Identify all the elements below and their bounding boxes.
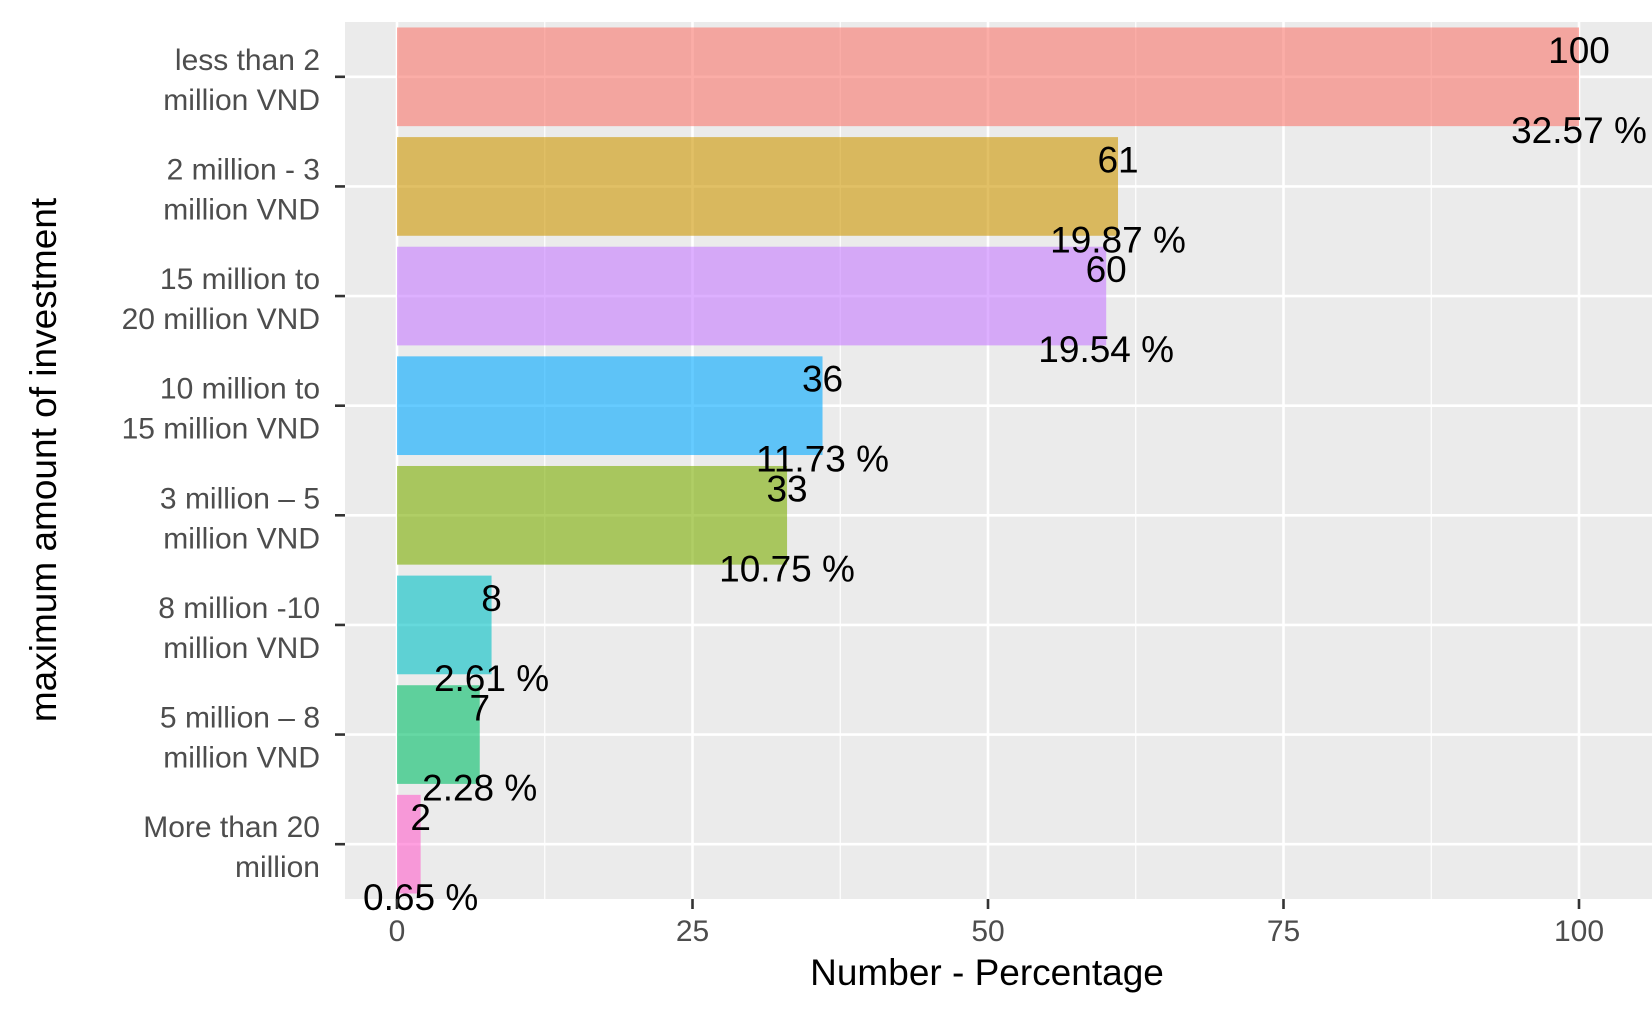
x-tick-label: 100 — [1554, 915, 1604, 948]
x-axis-title: Number - Percentage — [810, 952, 1164, 993]
y-tick-label: less than 2 million VND — [163, 44, 320, 117]
percent-label: 10.75 % — [719, 548, 855, 589]
y-axis-ticks: less than 2 million VND 2 million - 3 milli… — [122, 44, 345, 884]
bars — [397, 27, 1579, 894]
percent-label: 19.87 % — [1050, 219, 1186, 260]
count-label: 60 — [1086, 249, 1127, 290]
y-tick-label: 15 million to 20 million VND — [122, 263, 320, 336]
percent-label: 11.73 % — [756, 439, 889, 480]
y-tick-label: 8 million -10 million VND — [158, 592, 320, 665]
count-label: 33 — [766, 468, 807, 509]
percent-label: 2.28 % — [422, 768, 537, 809]
bar — [397, 465, 788, 565]
bar — [397, 137, 1119, 236]
bar — [397, 575, 492, 675]
percent-label: 19.54 % — [1038, 329, 1174, 370]
percent-label: 32.57 % — [1511, 110, 1647, 151]
y-tick-label: More than 20 million — [143, 811, 320, 884]
percent-label: 2.61 % — [434, 658, 549, 699]
x-axis-ticks: 0 25 50 75 100 — [389, 899, 1604, 948]
count-label: 8 — [481, 578, 502, 619]
count-label: 61 — [1097, 139, 1138, 180]
bar — [397, 27, 1579, 127]
count-label: 7 — [469, 688, 490, 729]
y-tick-label: 2 million - 3 million VND — [163, 153, 320, 226]
x-tick-label: 50 — [971, 915, 1004, 948]
y-tick-label: 10 million to 15 million VND — [122, 373, 320, 446]
bar — [397, 356, 823, 456]
count-label: 36 — [802, 359, 843, 400]
percent-labels: 32.57 % 19.87 % 19.54 % 11.73 % 10.75 % 2.61 … — [363, 110, 1647, 918]
count-labels: 100 61 60 36 33 8 7 2 — [410, 30, 1610, 838]
count-label: 100 — [1548, 30, 1610, 71]
bar — [397, 246, 1107, 346]
y-tick-label: 3 million – 5 million VND — [160, 482, 320, 555]
x-tick-label: 75 — [1267, 915, 1300, 948]
y-tick-label: 5 million – 8 million VND — [160, 702, 320, 775]
x-tick-label: 25 — [676, 915, 709, 948]
percent-label: 0.65 % — [363, 877, 478, 918]
bar — [397, 794, 421, 894]
count-label: 2 — [410, 797, 431, 838]
bar — [397, 685, 480, 784]
y-axis-title: maximum amount of investment — [23, 197, 64, 722]
x-tick-label: 0 — [389, 915, 406, 948]
